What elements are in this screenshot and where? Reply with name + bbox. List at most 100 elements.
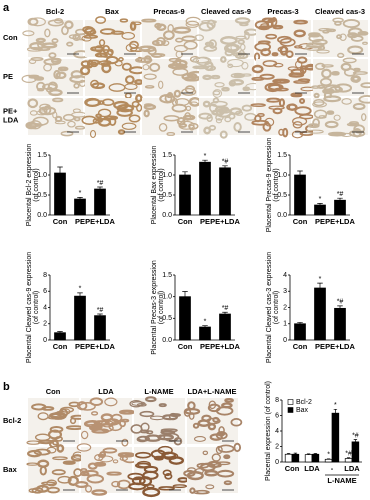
tissue <box>143 55 152 64</box>
y-tick-label: 1.5 <box>162 152 172 159</box>
tissue <box>91 411 99 416</box>
tissue <box>208 39 217 49</box>
tissue <box>68 34 80 40</box>
tissue <box>347 45 364 55</box>
tissue <box>290 92 303 98</box>
tissue <box>174 98 190 106</box>
tissue <box>136 436 148 443</box>
tissue <box>98 108 112 118</box>
tissue <box>215 118 223 124</box>
legend-swatch <box>287 399 294 405</box>
x-tick-label: PE+LDA <box>325 217 355 226</box>
y-tick-label: 1.0 <box>162 294 172 301</box>
tissue <box>313 92 320 99</box>
y-tick-label: 0.0 <box>277 212 287 219</box>
tissue <box>26 47 43 52</box>
tissue <box>343 68 357 77</box>
error-bar <box>297 170 303 175</box>
tissue <box>189 487 196 494</box>
tissue <box>121 32 136 40</box>
row-label: PE+ <box>3 106 18 115</box>
tissue <box>272 107 283 115</box>
y-tick-label: 1.0 <box>162 172 172 179</box>
tissue <box>102 44 111 54</box>
tissue <box>214 82 225 88</box>
annotation: *# <box>337 191 344 198</box>
tissue <box>210 74 221 80</box>
tissue <box>99 424 114 433</box>
error-bar <box>317 203 323 205</box>
tissue <box>175 37 184 43</box>
tissue <box>352 102 366 111</box>
bar <box>291 453 300 463</box>
y-tick-label: 0.5 <box>162 192 172 199</box>
tissue <box>28 59 37 64</box>
tissue <box>90 79 100 89</box>
tissue <box>206 19 216 30</box>
tissue <box>228 113 236 120</box>
tissue <box>244 31 250 40</box>
x-tick-label: PE <box>315 342 325 351</box>
y-tick-label: 4 <box>43 304 47 311</box>
tissue <box>185 105 192 111</box>
tissue <box>331 71 340 76</box>
tissue <box>218 432 225 437</box>
tissue <box>135 451 152 459</box>
x-tick-label: PE <box>75 342 85 351</box>
x-tick-label: - <box>331 464 334 473</box>
y-tick-label: 8 <box>275 397 279 404</box>
y-tick-label: 0.0 <box>162 212 172 219</box>
tissue <box>95 16 107 24</box>
x-tick-label: Con <box>285 464 300 473</box>
tissue <box>143 104 157 110</box>
tissue <box>204 41 214 47</box>
tissue <box>158 486 175 491</box>
tissue <box>198 21 214 32</box>
bar <box>311 453 320 463</box>
row-label: Bcl-2 <box>3 416 21 425</box>
tissue <box>128 114 141 123</box>
y-tick-label: 1.5 <box>162 272 172 279</box>
tissue <box>27 449 42 458</box>
tissue <box>142 487 161 498</box>
tissue <box>79 65 91 76</box>
tissue <box>52 97 64 103</box>
tissue <box>121 122 137 130</box>
tissue <box>321 64 334 68</box>
tissue <box>342 57 357 64</box>
tissue <box>195 56 212 66</box>
tissue <box>119 419 126 428</box>
column-header: Precas-3 <box>267 7 298 16</box>
tissue <box>104 418 120 426</box>
bar <box>294 174 306 216</box>
tissue <box>167 23 174 33</box>
tissue <box>129 399 143 408</box>
x-tick-label: PE <box>200 217 210 226</box>
row-label: LDA <box>3 115 19 124</box>
legend-label: Bax <box>296 407 309 414</box>
tissue <box>156 23 167 31</box>
annotation: * <box>204 319 207 326</box>
tissue <box>229 107 243 115</box>
tissue <box>273 62 284 68</box>
y-tick-label: 0 <box>43 337 47 344</box>
tissue <box>362 41 368 45</box>
tissue <box>192 422 200 429</box>
tissue <box>72 108 81 114</box>
tissue <box>186 470 204 481</box>
bar <box>351 441 360 463</box>
tissue <box>220 36 238 45</box>
y-tick-label: 0.5 <box>277 192 287 199</box>
annotation: *# <box>222 159 229 166</box>
tissue <box>162 469 172 477</box>
tissue <box>336 34 343 40</box>
tissue <box>215 461 231 466</box>
tissue <box>62 460 76 465</box>
tissue <box>221 86 230 92</box>
bar <box>334 199 346 216</box>
x-tick-label: Con <box>293 342 308 351</box>
tissue <box>211 453 221 462</box>
bar <box>344 458 353 463</box>
x-tick-label: PE+LDA <box>85 217 115 226</box>
